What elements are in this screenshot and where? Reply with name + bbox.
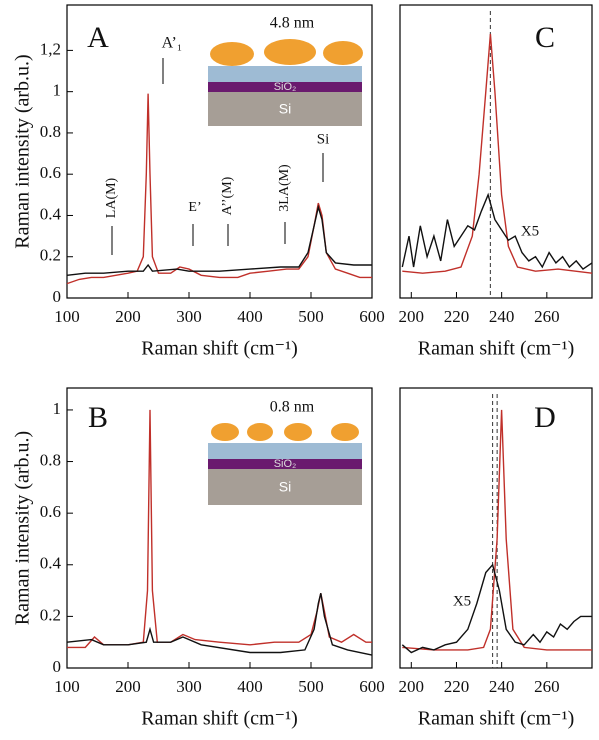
series-line xyxy=(66,593,373,656)
annotation: 0.8 nm xyxy=(270,399,315,416)
annotation: A’’(M) xyxy=(220,176,235,215)
series-line xyxy=(402,33,593,274)
annotation: X5 xyxy=(453,593,471,609)
x-tick-label: 600 xyxy=(359,677,385,696)
x-tick-label: 200 xyxy=(115,307,141,326)
series-line xyxy=(401,563,592,654)
annotation: D xyxy=(534,401,556,434)
y-tick-label: 1 xyxy=(53,399,62,418)
x-tick-label: 200 xyxy=(399,677,425,696)
y-tick-label: 0 xyxy=(53,287,62,306)
particle xyxy=(264,39,316,65)
inset-label: SiO₂ xyxy=(274,81,297,93)
plot-frame xyxy=(66,387,373,669)
annotation: E’ xyxy=(188,200,201,215)
x-tick-label: 200 xyxy=(399,307,425,326)
panel: 200 220 240 260 Raman shift (cm⁻¹) D X5 xyxy=(399,387,593,730)
x-tick-label: 220 xyxy=(444,677,470,696)
series-line xyxy=(401,192,593,271)
x-tick-label: 400 xyxy=(237,307,263,326)
si-layer xyxy=(208,469,362,505)
x-tick-label: 100 xyxy=(54,677,80,696)
x-tick-label: 300 xyxy=(176,677,202,696)
particle xyxy=(331,423,359,441)
plot-frame xyxy=(399,4,593,299)
plot-frame xyxy=(66,4,373,299)
x-tick-label: 600 xyxy=(359,307,385,326)
y-axis-label: Raman intensity (arb.u.) xyxy=(12,54,34,248)
annotation: B xyxy=(88,401,108,434)
sio2-layer xyxy=(208,82,362,92)
x-tick-label: 260 xyxy=(534,677,560,696)
x-tick-label: 200 xyxy=(115,677,141,696)
y-tick-label: 0.6 xyxy=(40,502,61,521)
annotation: Si xyxy=(317,131,330,147)
x-axis-label: Raman shift (cm⁻¹) xyxy=(141,708,298,730)
mos2-layer xyxy=(208,443,362,459)
x-tick-label: 260 xyxy=(534,307,560,326)
x-axis-label: Raman shift (cm⁻¹) xyxy=(418,708,575,730)
sio2-layer xyxy=(208,459,362,469)
annotation: 4.8 nm xyxy=(270,15,315,32)
x-tick-label: 240 xyxy=(489,677,515,696)
annotation: A xyxy=(87,21,109,54)
y-tick-label: 0.2 xyxy=(40,246,61,265)
si-layer xyxy=(208,92,362,126)
particle xyxy=(284,423,312,441)
annotation: X5 xyxy=(521,223,539,239)
inset-label: Si xyxy=(279,479,291,495)
x-tick-label: 240 xyxy=(489,307,515,326)
annotation: C xyxy=(535,21,555,54)
particle xyxy=(210,42,254,66)
y-tick-label: 0.8 xyxy=(40,122,61,141)
series-line xyxy=(66,204,372,276)
annotation: A’₁ xyxy=(162,35,183,52)
y-axis-label: Raman intensity (arb.u.) xyxy=(12,431,34,625)
particle xyxy=(211,423,239,441)
inset-b: SiO₂ Si xyxy=(208,423,362,505)
y-tick-label: 0.4 xyxy=(40,554,62,573)
x-tick-label: 500 xyxy=(298,307,324,326)
x-axis-label: Raman shift (cm⁻¹) xyxy=(141,338,298,360)
y-tick-label: 1 xyxy=(53,81,62,100)
annotation: 3LA(M) xyxy=(277,164,292,212)
particle xyxy=(247,423,273,441)
y-tick-label: 1,2 xyxy=(40,39,61,58)
y-tick-label: 0 xyxy=(53,657,62,676)
inset-label: SiO₂ xyxy=(274,458,297,470)
particle xyxy=(323,41,363,65)
series-line xyxy=(66,93,372,285)
x-tick-label: 500 xyxy=(298,677,324,696)
y-tick-label: 0.6 xyxy=(40,163,61,182)
mos2-layer xyxy=(208,66,362,82)
x-axis-label: Raman shift (cm⁻¹) xyxy=(418,338,575,360)
plot-frame xyxy=(399,387,593,669)
panel: 100 200 300 400 500 600 0 0.2 0.4 0.6 0.8 1 Raman sh… xyxy=(12,387,385,730)
y-tick-label: 0.8 xyxy=(40,450,61,469)
inset-label: Si xyxy=(279,101,291,117)
x-tick-label: 100 xyxy=(54,307,80,326)
annotation: LA(M) xyxy=(104,177,119,218)
x-tick-label: 400 xyxy=(237,677,263,696)
y-tick-label: 0.4 xyxy=(40,204,62,223)
x-tick-label: 300 xyxy=(176,307,202,326)
panel: 100 200 300 400 500 600 0 0.2 0.4 0.6 0.8 1 1,2 Raman… xyxy=(12,4,385,360)
x-tick-label: 220 xyxy=(444,307,470,326)
y-tick-label: 0.2 xyxy=(40,605,61,624)
panel: 200 220 240 260 Raman shift (cm⁻¹) C X5 xyxy=(399,4,593,360)
inset-a: SiO₂ Si xyxy=(208,39,363,126)
series-line xyxy=(402,409,592,651)
